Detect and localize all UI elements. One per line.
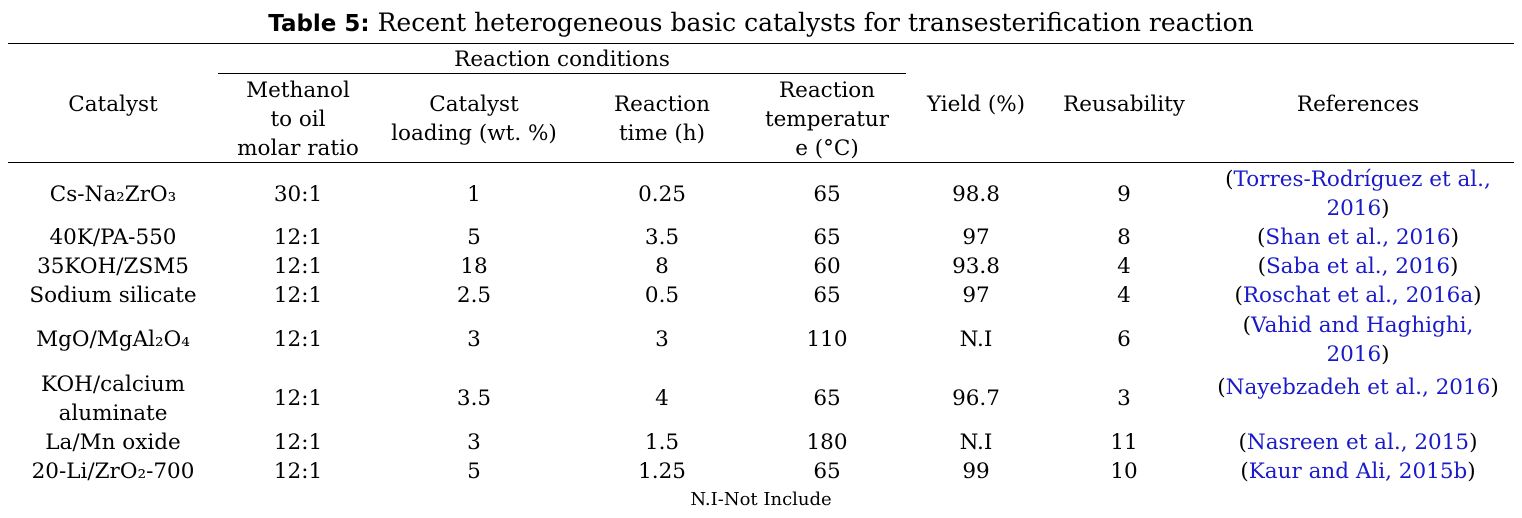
cell-catalyst-loading: 3	[467, 430, 481, 455]
reference-line[interactable]: (Nasreen et al., 2015)	[1238, 430, 1478, 455]
cell-reaction-time: 0.5	[644, 283, 680, 308]
cell-reference: (Nayebzadeh et al., 2016)	[1202, 373, 1514, 402]
table-title: Table 5: Recent heterogeneous basic cata…	[0, 8, 1522, 39]
cell-catalyst: 20-Li/ZrO₂-700	[8, 457, 218, 486]
cell-yield: 96.7	[952, 386, 1000, 411]
cell-yield: 99	[962, 459, 990, 484]
cell-reference: (Roschat et al., 2016a)	[1202, 281, 1514, 310]
cell-reaction-temperature: 110	[806, 327, 848, 352]
cell-catalyst: 40K/PA-550	[8, 223, 218, 252]
cell-catalyst-loading: 1	[467, 181, 481, 207]
cell-catalyst-loading: 18	[460, 254, 488, 279]
cell-yield: 98.8	[952, 181, 1000, 207]
top-rule	[8, 43, 1514, 44]
cell-catalyst: La/Mn oxide	[8, 428, 218, 457]
cell-molar-ratio: 12:1	[273, 283, 323, 308]
cell-text-line: Sodium silicate	[29, 283, 197, 308]
cell-catalyst-loading: 5	[467, 225, 481, 250]
cell-text-line: 40K/PA-550	[49, 225, 177, 250]
cell-reusability: 6	[1117, 327, 1131, 352]
cell-reaction-temperature: 65	[813, 283, 841, 308]
cell-catalyst: Sodium silicate	[8, 281, 218, 310]
cell-text-line: La/Mn oxide	[45, 430, 181, 455]
cell-reusability: 11	[1110, 430, 1138, 455]
cell-text-line: MgO/MgAl₂O₄	[36, 327, 190, 352]
cell-reusability: 10	[1110, 459, 1138, 484]
col-header-references: References	[1296, 92, 1420, 117]
cell-reaction-temperature: 65	[813, 386, 841, 411]
cell-yield: N.I	[959, 430, 993, 455]
col-header-catalyst-loading: Catalyst loading (wt. %)	[391, 92, 557, 146]
cell-molar-ratio: 12:1	[273, 254, 323, 279]
cell-reference: (Torres-Rodríguez et al., 2016)	[1202, 165, 1514, 223]
reference-line[interactable]: 2016)	[1326, 196, 1390, 221]
col-header-methanol-ratio: Methanol to oil molar ratio	[237, 78, 359, 161]
cell-yield: N.I	[959, 327, 993, 352]
reference-line[interactable]: (Saba et al., 2016)	[1257, 254, 1459, 279]
cell-molar-ratio: 30:1	[273, 181, 323, 207]
cell-reference: (Saba et al., 2016)	[1202, 252, 1514, 281]
cell-catalyst: 35KOH/ZSM5	[8, 252, 218, 281]
cell-molar-ratio: 12:1	[273, 459, 323, 484]
cell-molar-ratio: 12:1	[273, 386, 323, 411]
cell-yield: 97	[962, 225, 990, 250]
reference-line[interactable]: (Torres-Rodríguez et al.,	[1225, 167, 1491, 192]
cell-molar-ratio: 12:1	[273, 327, 323, 352]
cell-reaction-time: 8	[655, 254, 669, 279]
reference-line[interactable]: (Vahid and Haghighi,	[1242, 312, 1474, 338]
cell-reference: (Shan et al., 2016)	[1202, 223, 1514, 252]
cell-molar-ratio: 12:1	[273, 225, 323, 250]
reference-line[interactable]: 2016)	[1326, 341, 1390, 367]
cell-reaction-time: 4	[655, 386, 669, 411]
cell-molar-ratio: 12:1	[273, 430, 323, 455]
cell-reusability: 8	[1117, 225, 1131, 250]
group-rule	[218, 73, 906, 74]
cell-catalyst-loading: 3.5	[456, 386, 492, 411]
col-header-reusability: Reusability	[1063, 92, 1185, 117]
cell-reaction-temperature: 180	[806, 430, 848, 455]
reference-line[interactable]: (Roschat et al., 2016a)	[1234, 283, 1482, 308]
cell-yield: 93.8	[952, 254, 1000, 279]
reference-line[interactable]: (Kaur and Ali, 2015b)	[1240, 459, 1476, 484]
cell-reusability: 3	[1117, 386, 1131, 411]
reference-line[interactable]: (Nayebzadeh et al., 2016)	[1217, 375, 1499, 400]
reference-line[interactable]: (Shan et al., 2016)	[1257, 225, 1459, 250]
cell-reaction-time: 3.5	[644, 225, 680, 250]
cell-reference: (Nasreen et al., 2015)	[1202, 428, 1514, 457]
cell-reaction-temperature: 65	[813, 181, 841, 207]
cell-catalyst: MgO/MgAl₂O₄	[8, 325, 218, 354]
group-header-reaction-conditions: Reaction conditions	[454, 47, 670, 72]
cell-text-line: aluminate	[58, 400, 168, 426]
col-header-yield: Yield (%)	[926, 92, 1026, 117]
cell-text-line: 35KOH/ZSM5	[37, 254, 189, 279]
col-header-catalyst: Catalyst	[68, 92, 158, 117]
cell-catalyst-loading: 2.5	[456, 283, 492, 308]
cell-reusability: 4	[1117, 283, 1131, 308]
cell-reaction-temperature: 60	[813, 254, 841, 279]
cell-reusability: 9	[1117, 181, 1131, 207]
cell-reference: (Kaur and Ali, 2015b)	[1202, 457, 1514, 486]
cell-reaction-time: 1.5	[644, 430, 680, 455]
cell-catalyst-loading: 5	[467, 459, 481, 484]
cell-catalyst: Cs-Na₂ZrO₃	[8, 180, 218, 209]
cell-reaction-time: 0.25	[638, 181, 686, 207]
header-bottom-rule	[8, 162, 1514, 163]
col-header-reaction-temperature: Reaction temperatur e (°C)	[764, 78, 890, 161]
table-number: Table 5:	[268, 11, 370, 37]
cell-text-line: KOH/calcium	[41, 371, 185, 397]
cell-yield: 97	[962, 283, 990, 308]
cell-reference: (Vahid and Haghighi, 2016)	[1202, 311, 1514, 369]
col-header-reaction-time: Reaction time (h)	[613, 92, 711, 146]
cell-reusability: 4	[1117, 254, 1131, 279]
cell-text-line: 20-Li/ZrO₂-700	[31, 459, 195, 484]
cell-reaction-temperature: 65	[813, 225, 841, 250]
cell-catalyst: KOH/calcium aluminate	[8, 370, 218, 428]
footnote: N.I-Not Include	[690, 489, 832, 510]
cell-text-line: Cs-Na₂ZrO₃	[49, 181, 177, 207]
cell-catalyst-loading: 3	[467, 327, 481, 352]
cell-reaction-time: 3	[655, 327, 669, 352]
cell-reaction-temperature: 65	[813, 459, 841, 484]
cell-reaction-time: 1.25	[638, 459, 686, 484]
table-caption: Recent heterogeneous basic catalysts for…	[369, 8, 1254, 37]
